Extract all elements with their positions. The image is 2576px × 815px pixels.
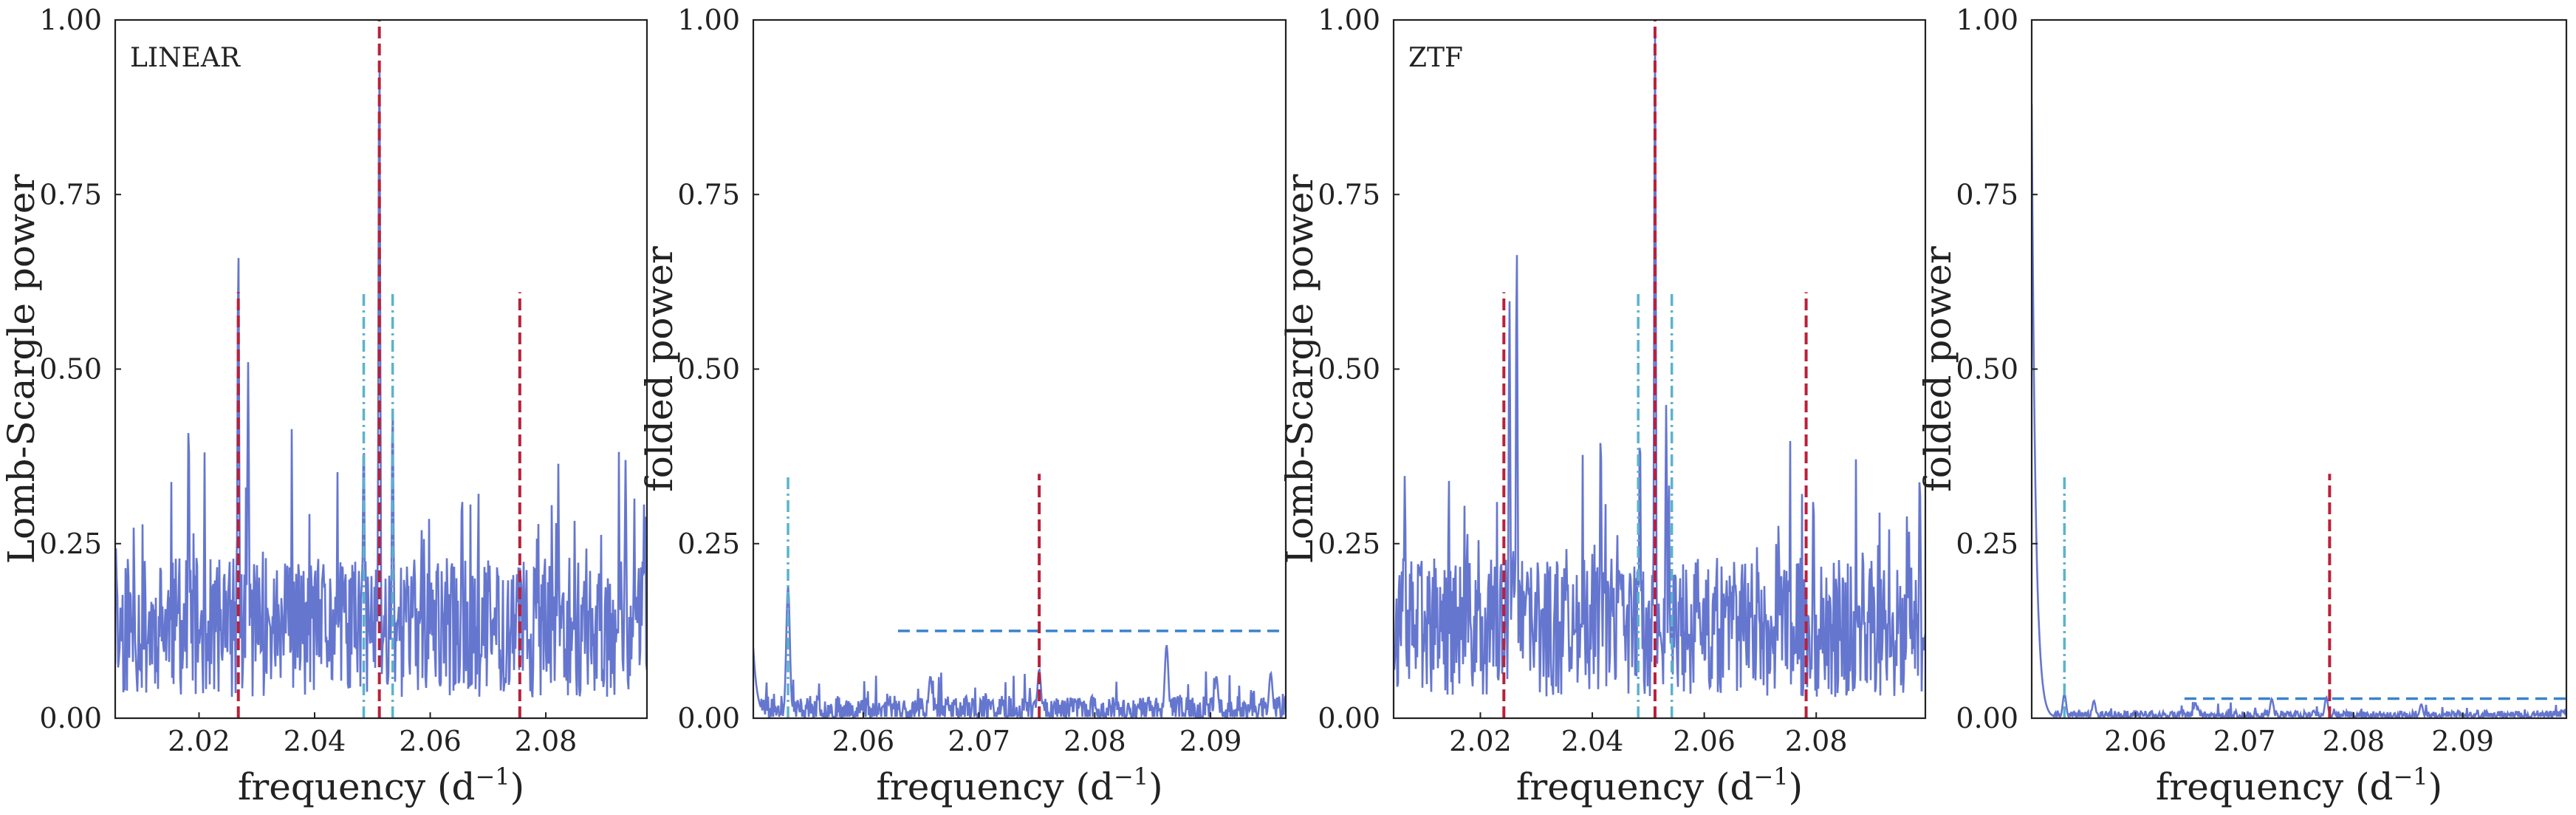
x-tick-label: 2.06 [399,725,462,757]
y-tick-label: 0.75 [39,178,102,211]
x-axis-label-text: frequency (d [876,765,1114,808]
y-tick-label: 0.25 [39,528,102,560]
periodogram-line [1394,35,1925,698]
x-axis-label-close: ) [2428,765,2443,808]
x-axis-label-exponent: −1 [475,763,510,791]
periodogram-line [115,67,647,698]
y-tick-label: 0.00 [677,702,740,734]
x-tick-label: 2.06 [832,725,895,757]
y-tick-label: 1.00 [677,4,740,36]
x-tick-label: 2.02 [1449,725,1512,757]
x-axis-label-text: frequency (d [1516,765,1754,808]
x-tick-label: 2.09 [1179,725,1242,757]
y-tick-label: 0.25 [1318,528,1380,560]
y-tick-label: 0.50 [1318,353,1380,386]
x-tick-label: 2.08 [1063,725,1126,757]
x-axis-label-close: ) [510,765,525,808]
x-tick-label: 2.08 [2323,725,2385,757]
y-tick-label: 1.00 [1956,4,2018,36]
panel-1: 0.00 0.25 0.50 0.75 1.00 2.02 2.04 2.06 2.08 freq… [0,4,648,808]
panel-tag: LINEAR [130,43,241,73]
panel-2: 0.00 0.25 0.50 0.75 1.00 2.06 2.07 2.08 2.09 freq… [638,4,1287,808]
x-axis-label-exponent: −1 [1753,763,1788,791]
x-tick-label: 2.08 [515,725,578,757]
x-tick-label: 2.07 [2213,725,2276,757]
y-tick-label: 0.75 [1318,178,1380,211]
y-tick-label: 0.50 [1956,353,2018,386]
y-tick-label: 0.00 [1318,702,1380,734]
x-axis-label-exponent: −1 [1114,763,1148,791]
x-axis-label-text: frequency (d [238,765,476,808]
x-axis-label-close: ) [1789,765,1803,808]
panel-tag: ZTF [1408,43,1463,73]
x-tick-label: 2.02 [168,725,230,757]
x-tick-label: 2.07 [948,725,1010,757]
x-axis-label: frequency (d−1) [238,763,524,808]
y-tick-label: 0.75 [677,178,740,211]
y-tick-label: 0.75 [1956,178,2018,211]
y-axis-label: folded power [638,246,681,492]
axes-frame [752,18,1287,720]
y-tick-label: 0.00 [39,702,102,734]
y-tick-label: 0.25 [677,528,740,560]
x-tick-label: 2.09 [2431,725,2494,757]
y-tick-label: 0.25 [1956,528,2018,560]
y-tick-label: 1.00 [39,4,102,36]
y-axis-label: Lomb-Scargle power [0,174,43,565]
x-axis-label-text: frequency (d [2156,765,2394,808]
panel-3: 0.00 0.25 0.50 0.75 1.00 2.02 2.04 2.06 2.08 freq… [1278,4,1927,808]
x-axis-label-close: ) [1148,765,1163,808]
x-tick-label: 2.06 [2104,725,2167,757]
x-axis-label: frequency (d−1) [876,763,1162,808]
x-tick-label: 2.06 [1673,725,1736,757]
x-axis-label-exponent: −1 [2393,763,2428,791]
x-tick-label: 2.08 [1785,725,1848,757]
y-axis-label: Lomb-Scargle power [1278,174,1321,565]
y-tick-label: 0.50 [677,353,740,386]
x-tick-label: 2.04 [1561,725,1624,757]
y-tick-label: 0.50 [39,353,102,386]
y-tick-label: 0.00 [1956,702,2018,734]
x-tick-label: 2.04 [284,725,346,757]
y-tick-label: 1.00 [1318,4,1380,36]
y-axis-label: folded power [1916,246,1959,492]
x-axis-label: frequency (d−1) [1516,763,1803,808]
periodogram-line [753,585,1286,718]
periodogram-line [2032,103,2566,718]
x-axis-label: frequency (d−1) [2156,763,2442,808]
axes-frame [2030,18,2568,720]
panel-4: 0.00 0.25 0.50 0.75 1.00 2.06 2.07 2.08 2.09 freq… [1916,4,2568,808]
